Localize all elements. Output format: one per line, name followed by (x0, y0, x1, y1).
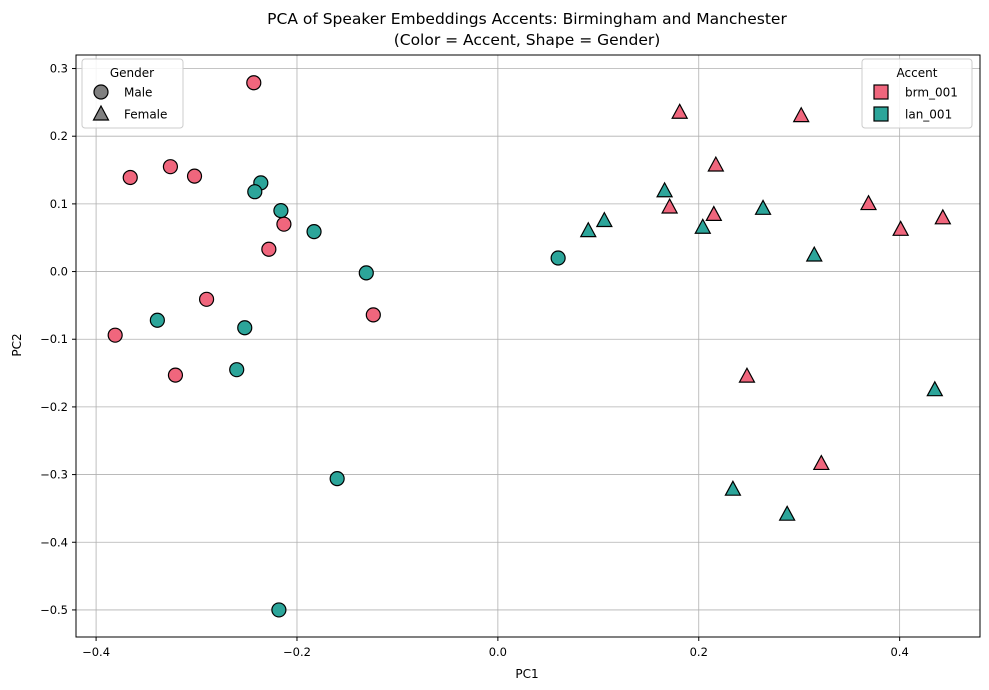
y-tick-label: 0.2 (50, 129, 68, 143)
male-point-lan_001 (247, 184, 263, 200)
x-tick-label: −0.4 (82, 645, 110, 659)
accent-legend-lan-label: lan_001 (905, 108, 952, 122)
female-point-lan_001 (724, 480, 742, 496)
male-point-lan_001 (273, 203, 289, 219)
plot-area-frame (75, 54, 981, 638)
grid-lines (76, 55, 980, 637)
female-point-brm_001 (892, 220, 910, 236)
y-tick-label: −0.5 (40, 603, 68, 617)
female-point-lan_001 (579, 221, 597, 238)
female-point-brm_001 (860, 194, 878, 211)
male-point-brm_001 (122, 169, 138, 186)
female-point-lan_001 (694, 218, 712, 234)
male-point-brm_001 (276, 216, 292, 232)
gender-legend-title: Gender (110, 66, 154, 80)
male-point-lan_001 (329, 471, 345, 487)
axis-ticks: −0.4 −0.2 0.0 0.2 0.4 −0.5 −0.4 −0.3 −0.2 −0.1 0.0… (40, 62, 909, 659)
female-point-lan_001 (805, 245, 823, 262)
female-point-brm_001 (934, 208, 952, 225)
male-point-brm_001 (167, 367, 184, 383)
brm-001-square-icon (873, 84, 889, 100)
y-tick-label: −0.3 (40, 468, 68, 482)
lan-001-square-icon (873, 106, 889, 122)
female-point-lan_001 (595, 211, 613, 228)
data-points (107, 75, 952, 618)
accent-legend-box (861, 58, 973, 129)
male-point-lan_001 (358, 265, 374, 281)
x-tick-label: 0.2 (690, 645, 708, 659)
male-point-lan_001 (306, 224, 322, 240)
y-tick-label: −0.4 (40, 535, 68, 549)
y-tick-label: 0.3 (50, 62, 68, 76)
female-point-lan_001 (754, 199, 772, 215)
male-point-brm_001 (186, 168, 203, 184)
female-point-lan_001 (656, 181, 674, 198)
y-tick-label: −0.2 (40, 400, 68, 414)
female-point-brm_001 (661, 197, 679, 214)
y-tick-label: 0.0 (50, 265, 68, 279)
female-point-brm_001 (705, 205, 723, 222)
female-point-brm_001 (812, 454, 830, 471)
x-tick-label: 0.4 (890, 645, 908, 659)
male-point-lan_001 (271, 602, 287, 618)
male-point-brm_001 (198, 291, 215, 307)
x-tick-label: 0.0 (489, 645, 507, 659)
chart-title-line1: PCA of Speaker Embeddings Accents: Birmi… (267, 10, 787, 28)
female-point-lan_001 (926, 380, 944, 397)
gender-legend-female-label: Female (124, 108, 167, 122)
accent-legend-brm-label: brm_001 (905, 86, 958, 100)
male-point-lan_001 (229, 362, 245, 378)
y-axis-label: PC2 (10, 333, 24, 356)
accent-legend: Accent brm_001 lan_001 (861, 58, 973, 129)
male-point-lan_001 (149, 312, 165, 328)
gender-legend-box (81, 58, 184, 129)
female-point-brm_001 (707, 155, 725, 172)
male-point-lan_001 (237, 320, 253, 336)
male-point-brm_001 (365, 307, 381, 323)
male-circle-icon (93, 84, 109, 100)
gender-legend: Gender Male Female (81, 58, 184, 129)
gender-legend-male-label: Male (124, 86, 152, 100)
male-point-brm_001 (107, 327, 123, 343)
female-point-brm_001 (738, 367, 756, 383)
y-tick-label: −0.1 (40, 332, 68, 346)
y-tick-label: 0.1 (50, 197, 68, 211)
female-point-brm_001 (792, 106, 810, 123)
female-point-brm_001 (671, 103, 689, 119)
male-point-brm_001 (261, 241, 277, 257)
male-point-lan_001 (550, 250, 566, 266)
chart-title-line2: (Color = Accent, Shape = Gender) (394, 31, 661, 49)
female-triangle-icon (92, 104, 110, 121)
accent-legend-title: Accent (897, 66, 938, 80)
x-tick-label: −0.2 (283, 645, 311, 659)
male-point-brm_001 (246, 75, 262, 91)
male-point-brm_001 (162, 159, 179, 175)
female-point-lan_001 (778, 505, 796, 521)
x-axis-label: PC1 (515, 667, 538, 681)
